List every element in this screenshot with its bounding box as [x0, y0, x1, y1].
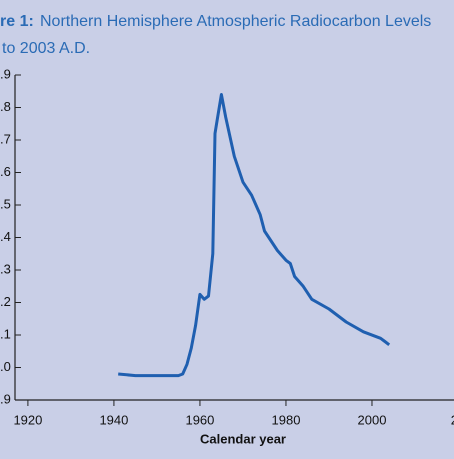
y-tick-label: .7: [0, 131, 11, 146]
x-axis-label: Calendar year: [200, 431, 286, 446]
y-tick-label: .2: [0, 294, 11, 309]
y-tick-label: .3: [0, 261, 11, 276]
x-tick-label: 1980: [272, 412, 301, 427]
x-tick-label: 1940: [99, 412, 128, 427]
y-tick-label: .1: [0, 326, 11, 341]
chart-title-bold: re 1:: [0, 13, 34, 30]
y-tick-label: .5: [0, 196, 11, 211]
x-tick-label: 2000: [358, 412, 387, 427]
x-tick-label: 1920: [13, 412, 42, 427]
chart-subtitle: to 2003 A.D.: [2, 40, 90, 57]
data-line: [118, 93, 391, 378]
y-tick-label: .9: [0, 66, 11, 81]
y-tick-label: .4: [0, 229, 11, 244]
x-tick-label: 20: [451, 412, 454, 427]
y-tick-label: .6: [0, 164, 11, 179]
y-tick-label: .8: [0, 99, 11, 114]
x-tick-label: 1960: [185, 412, 214, 427]
y-tick-label: .0: [0, 359, 11, 374]
chart-title: Northern Hemisphere Atmospheric Radiocar…: [40, 13, 431, 30]
y-tick-label: .9: [0, 391, 11, 406]
